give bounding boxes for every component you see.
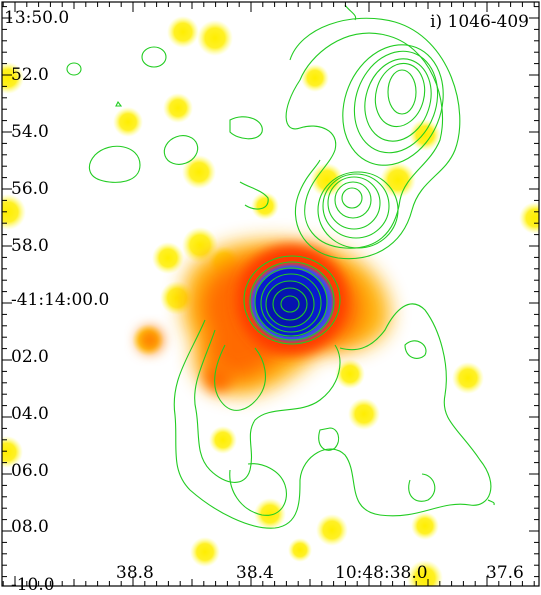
- panel-label: i) 1046-409: [430, 12, 529, 32]
- y-tick-label: 54.0: [11, 122, 49, 142]
- x-tick-label: 38.4: [236, 563, 274, 583]
- x-tick-label: 37.6: [486, 563, 524, 583]
- y-tick-label: 58.0: [11, 236, 49, 256]
- y-tick-label: 08.0: [11, 517, 49, 537]
- y-tick-label: 52.0: [11, 65, 49, 85]
- xray-noise-blobs: [2, 16, 539, 586]
- y-tick-label: -41:14:00.0: [11, 290, 110, 310]
- radio-contours: [66, 4, 495, 529]
- x-tick-label: 38.8: [116, 563, 154, 583]
- y-tick-label: 56.0: [11, 179, 49, 199]
- y-tick-label: -10.0: [11, 575, 55, 595]
- y-tick-label: 04.0: [11, 404, 49, 424]
- axis-ticks: [2, 2, 539, 586]
- x-tick-label: 10:48:38.0: [335, 563, 428, 583]
- y-tick-label: 13:50.0: [4, 8, 70, 28]
- y-tick-label: 02.0: [11, 347, 49, 367]
- y-tick-label: 06.0: [11, 461, 49, 481]
